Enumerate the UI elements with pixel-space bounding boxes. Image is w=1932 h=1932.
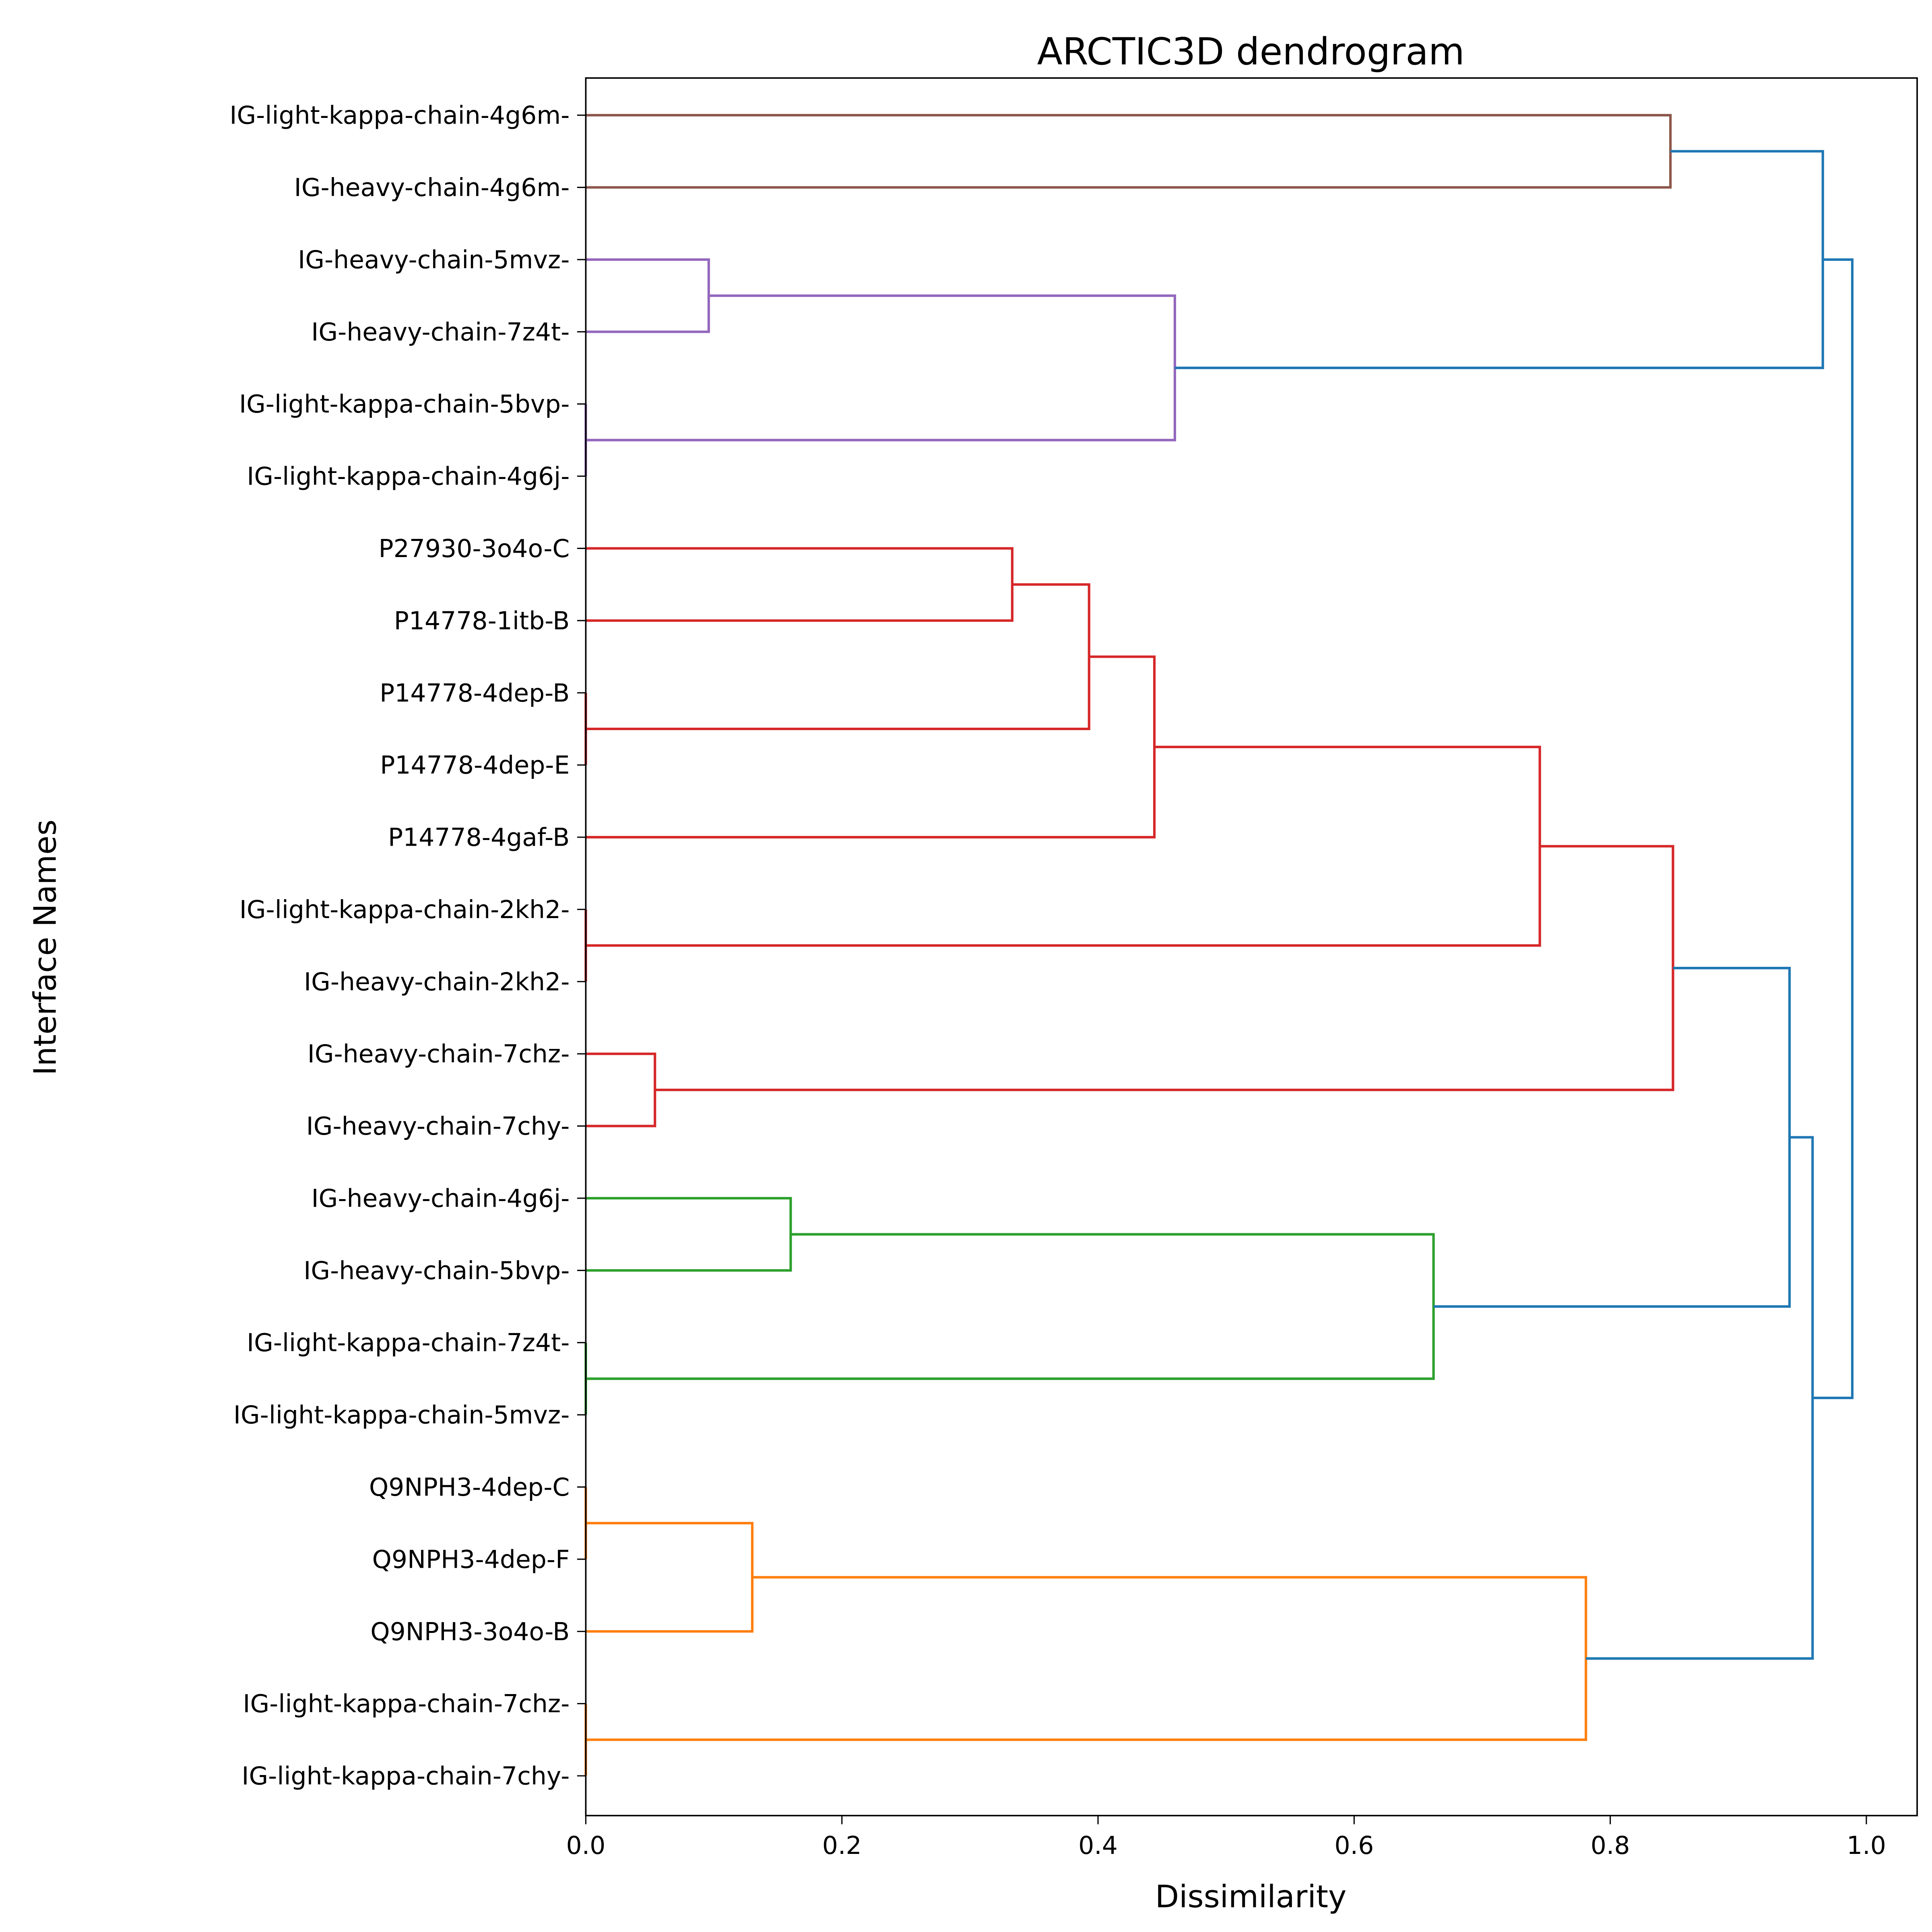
leaf-labels: IG-light-kappa-chain-4g6m- IG-heavy-chain… (229, 101, 586, 1791)
chart-title: ARCTIC3D dendrogram (1037, 30, 1465, 73)
dendrogram-link (586, 258, 710, 333)
leaf-label: IG-heavy-chain-5mvz- (298, 245, 570, 274)
leaf-label: IG-light-kappa-chain-7z4t- (247, 1328, 570, 1357)
leaf-label: P14778-1itb-B (394, 606, 570, 635)
leaf-label: IG-heavy-chain-4g6j- (312, 1184, 570, 1213)
dendrogram-link (586, 114, 1672, 189)
leaf-label: P14778-4dep-B (380, 679, 570, 708)
leaf-label: P14778-4gaf-B (388, 823, 570, 852)
dendrogram-link (586, 1197, 792, 1272)
dendrogram-links (584, 114, 1854, 1776)
dendrogram-link (586, 1053, 656, 1127)
dendrogram-link (586, 583, 1090, 730)
x-tick-label: 0.0 (566, 1831, 605, 1860)
leaf-label: IG-light-kappa-chain-4g6m- (229, 101, 570, 130)
leaf-label: IG-light-kappa-chain-4g6j- (247, 462, 570, 491)
dendrogram-link (586, 1233, 1435, 1380)
leaf-label: IG-heavy-chain-4g6m- (294, 173, 570, 202)
dendrogram-link (586, 745, 1541, 947)
x-axis-ticks: 0.0 0.2 0.4 0.6 0.8 1.0 (566, 1815, 1886, 1860)
x-axis-title: Dissimilarity (1155, 1879, 1347, 1915)
leaf-label: IG-light-kappa-chain-5bvp- (239, 390, 570, 419)
leaf-label: IG-heavy-chain-7z4t- (311, 318, 570, 347)
dendrogram-link (586, 655, 1156, 839)
leaf-label: IG-light-kappa-chain-2kh2- (239, 895, 570, 924)
leaf-label: IG-heavy-chain-7chz- (308, 1040, 570, 1069)
leaf-label: P14778-4dep-E (380, 751, 570, 780)
leaf-label: Q9NPH3-4dep-C (369, 1473, 570, 1502)
leaf-label: Q9NPH3-4dep-F (372, 1545, 570, 1574)
plot-frame (585, 77, 1918, 1816)
y-axis-title: Interface Names (27, 819, 63, 1075)
leaf-label: P27930-3o4o-C (379, 534, 570, 563)
dendrogram-link (586, 547, 1013, 622)
dendrogram-link (1174, 150, 1824, 369)
leaf-label: IG-heavy-chain-2kh2- (304, 967, 570, 996)
leaf-label: IG-heavy-chain-5bvp- (303, 1256, 570, 1285)
leaf-label: IG-light-kappa-chain-7chy- (242, 1762, 570, 1791)
dendrogram-link (655, 845, 1674, 1091)
dendrogram-link (586, 294, 1176, 442)
x-tick-label: 0.8 (1591, 1831, 1630, 1860)
leaf-label: Q9NPH3-3o4o-B (370, 1617, 570, 1646)
dendrogram-link (1586, 1136, 1814, 1660)
leaf-label: IG-light-kappa-chain-5mvz- (233, 1401, 570, 1430)
dendrogram-link (1433, 967, 1791, 1308)
x-tick-label: 0.2 (822, 1831, 862, 1860)
dendrogram-link (1812, 258, 1854, 1399)
x-tick-label: 0.4 (1078, 1831, 1118, 1860)
dendrogram-link (586, 1522, 754, 1633)
leaf-label: IG-heavy-chain-7chy- (306, 1112, 570, 1141)
dendrogram-link (586, 1576, 1587, 1741)
x-tick-label: 1.0 (1847, 1831, 1886, 1860)
x-tick-label: 0.6 (1334, 1831, 1374, 1860)
leaf-label: IG-light-kappa-chain-7chz- (243, 1689, 570, 1718)
